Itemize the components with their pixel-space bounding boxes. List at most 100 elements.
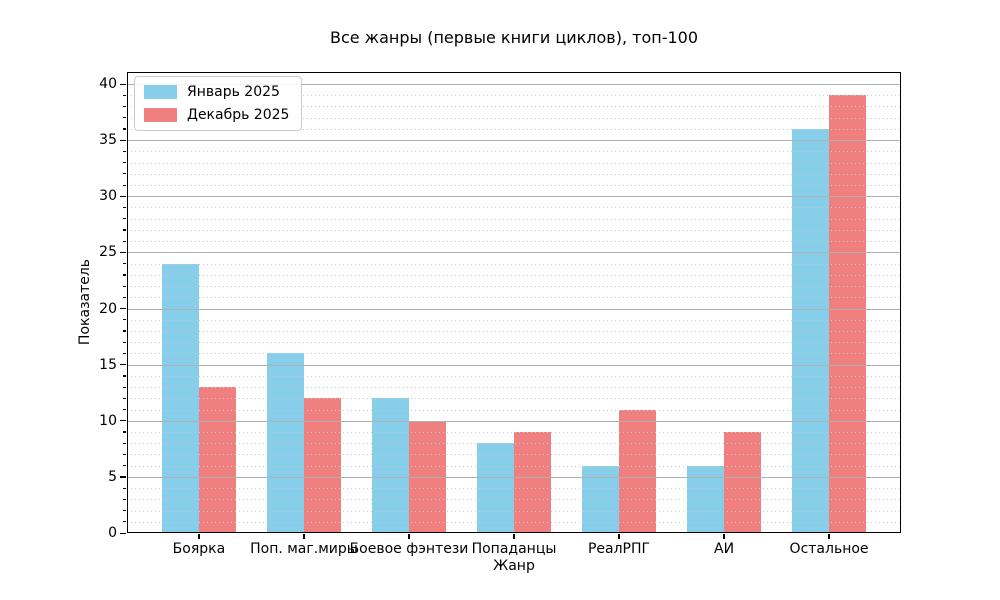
gridline-major (127, 476, 901, 478)
y-minor-tick (122, 319, 126, 321)
y-minor-tick (122, 487, 126, 489)
x-tick (408, 534, 410, 539)
y-minor-tick (122, 431, 126, 433)
x-tick (513, 534, 515, 539)
gridline-minor (127, 286, 901, 288)
y-tick-label: 25 (99, 244, 117, 261)
gridline-major (127, 252, 901, 254)
gridline-minor (127, 95, 901, 97)
gridline-minor (127, 488, 901, 490)
y-minor-tick (122, 240, 126, 242)
y-minor-tick (122, 409, 126, 411)
plot-area: 0 5 10 15 20 25 30 35 40 Боярка Поп. маг.миры Боево… (99, 72, 901, 557)
legend-label-december: Декабрь 2025 (187, 107, 290, 123)
bar (198, 387, 236, 533)
y-tick (120, 251, 126, 254)
y-minor-tick (122, 352, 126, 355)
chart-title: Все жанры (первые книги циклов), топ-100 (329, 28, 699, 47)
x-tick (723, 534, 725, 539)
x-tick (618, 534, 620, 539)
gridline-minor (127, 297, 901, 299)
y-tick-label: 0 (108, 525, 117, 541)
gridline-minor (127, 499, 901, 501)
y-tick-label: 5 (108, 468, 117, 485)
gridline-minor (127, 330, 901, 332)
y-minor-tick (122, 465, 126, 467)
x-tick-label: АИ (714, 541, 735, 557)
y-minor-tick (122, 521, 126, 523)
gridline-major (127, 308, 901, 310)
y-minor-tick (122, 218, 126, 220)
legend-swatch-january (144, 85, 177, 99)
gridline-minor (127, 106, 901, 108)
y-tick-label: 30 (99, 188, 117, 205)
x-axis-label: Жанр (493, 558, 535, 574)
y-minor-tick (122, 94, 126, 96)
x-tick (303, 534, 305, 539)
y-tick-label: 35 (99, 132, 117, 149)
x-tick-label: РеалРПГ (587, 541, 651, 557)
gridline-minor (127, 128, 901, 130)
y-tick (120, 139, 126, 141)
y-minor-tick (122, 285, 126, 287)
y-tick (120, 195, 126, 197)
x-tick-label: Боярка (172, 541, 226, 557)
gridline-minor (127, 387, 901, 389)
gridline-minor (127, 342, 901, 344)
gridline-minor (127, 274, 901, 276)
y-minor-tick (122, 229, 126, 231)
gridline-minor (127, 409, 901, 411)
gridline-minor (127, 173, 901, 175)
y-minor-tick (122, 263, 126, 265)
y-tick (120, 532, 126, 534)
y-tick (120, 420, 126, 422)
y-minor-tick (122, 184, 126, 186)
gridline-minor (127, 207, 901, 209)
gridline-minor (127, 443, 901, 445)
gridline-major (127, 420, 901, 422)
y-minor-tick (122, 128, 126, 130)
gridline-minor (127, 431, 901, 433)
y-tick-label: 40 (99, 76, 117, 92)
gridline-major (127, 364, 901, 366)
bar (619, 409, 656, 533)
y-minor-tick (122, 442, 126, 444)
y-minor-tick (122, 206, 126, 209)
y-tick (120, 308, 126, 310)
gridline-minor (127, 218, 901, 220)
legend-item-december: Декабрь 2025 (144, 107, 289, 123)
y-tick-label: 15 (99, 356, 117, 373)
ticks-layer: 0 5 10 15 20 25 30 35 40 Боярка Поп. маг.миры Боево… (99, 72, 901, 557)
y-minor-tick (122, 162, 126, 164)
gridline-minor (127, 241, 901, 243)
grid-layer (127, 72, 901, 533)
legend-swatch-december (144, 108, 177, 122)
y-tick (120, 83, 126, 85)
y-minor-tick (122, 375, 126, 377)
y-minor-tick (122, 510, 126, 512)
y-minor-tick (122, 498, 126, 500)
x-tick-label: Боевое фэнтези (349, 541, 469, 557)
x-tick (198, 534, 200, 539)
y-minor-tick (122, 330, 126, 332)
bar (514, 431, 551, 533)
gridline-minor (127, 353, 901, 355)
gridline-minor (127, 398, 901, 400)
legend-label-january: Январь 2025 (187, 84, 280, 100)
y-minor-tick (122, 150, 126, 153)
y-tick (120, 476, 126, 478)
legend-item-january: Январь 2025 (144, 84, 289, 100)
bar (724, 431, 761, 533)
y-minor-tick (122, 453, 126, 456)
gridline-minor (127, 117, 901, 119)
y-minor-tick (122, 296, 126, 298)
y-tick (120, 364, 126, 366)
x-tick-label: Поп. маг.миры (250, 541, 358, 557)
gridline-minor (127, 162, 901, 164)
gridline-minor (127, 151, 901, 153)
gridline-minor (127, 375, 901, 377)
gridline-minor (127, 319, 901, 321)
gridline-minor (127, 521, 901, 523)
gridline-minor (127, 454, 901, 456)
gridline-major (127, 84, 901, 85)
